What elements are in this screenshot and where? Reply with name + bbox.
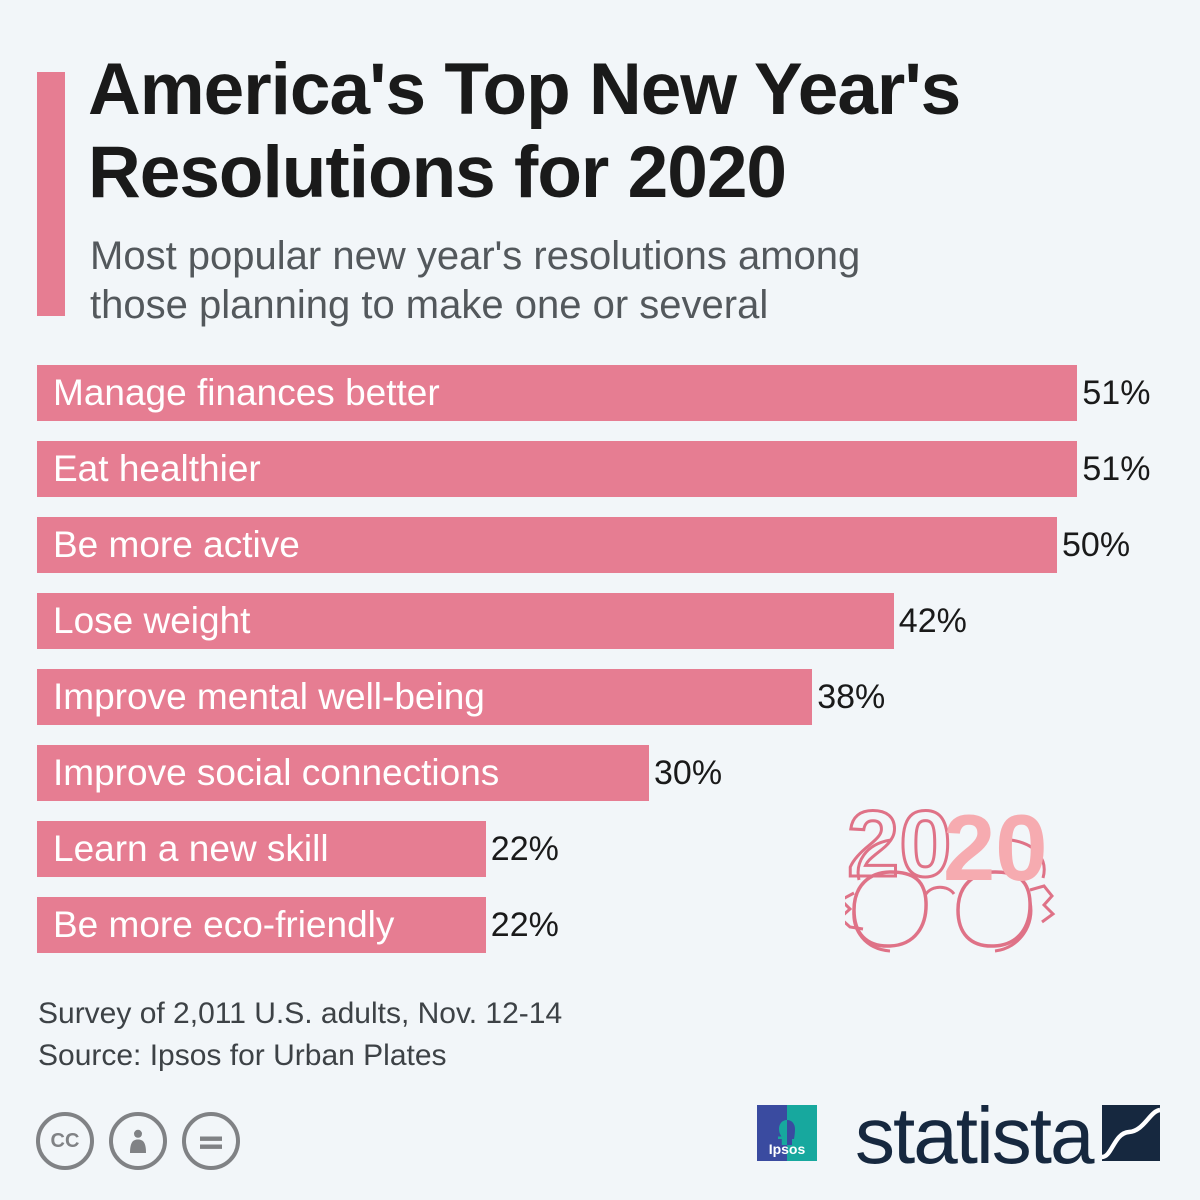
svg-text:20: 20 bbox=[847, 791, 952, 896]
svg-text:statista: statista bbox=[855, 1105, 1095, 1165]
svg-text:20: 20 bbox=[943, 795, 1048, 900]
svg-text:Ipsos: Ipsos bbox=[769, 1141, 806, 1157]
